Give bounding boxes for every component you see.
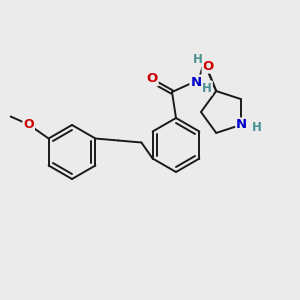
Text: N: N (190, 76, 202, 88)
Text: N: N (236, 118, 248, 131)
Text: H: H (193, 52, 203, 66)
Text: O: O (202, 60, 214, 73)
Text: H: H (202, 82, 212, 94)
Text: O: O (146, 73, 158, 85)
Text: O: O (23, 118, 34, 131)
Text: H: H (252, 122, 262, 134)
